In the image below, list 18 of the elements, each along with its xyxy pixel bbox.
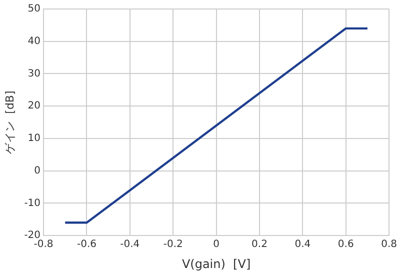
x-tick-label: -0.6 [76,239,96,250]
y-tick-label: 30 [28,68,41,80]
x-tick-label: -0.2 [163,239,183,250]
y-tick-label: 40 [28,36,41,47]
x-tick-label: 0 [213,239,220,250]
y-tick-label: 20 [28,100,41,112]
y-axis-title: ゲイン [dB] [3,90,16,154]
x-tick-label: -0.8 [34,239,54,250]
y-tick-label: 50 [28,4,41,15]
x-tick-label: 0.8 [381,239,397,250]
x-tick-label: 0.2 [252,239,268,250]
y-tick-label: 10 [28,133,41,144]
x-tick-label: 0.4 [294,239,311,250]
x-tick-label: -0.4 [120,239,140,250]
y-tick-label: -10 [24,198,41,209]
x-axis-title: V(gain) [V] [182,256,251,271]
y-tick-label: 0 [34,165,41,176]
x-tick-label: 0.6 [338,239,354,250]
